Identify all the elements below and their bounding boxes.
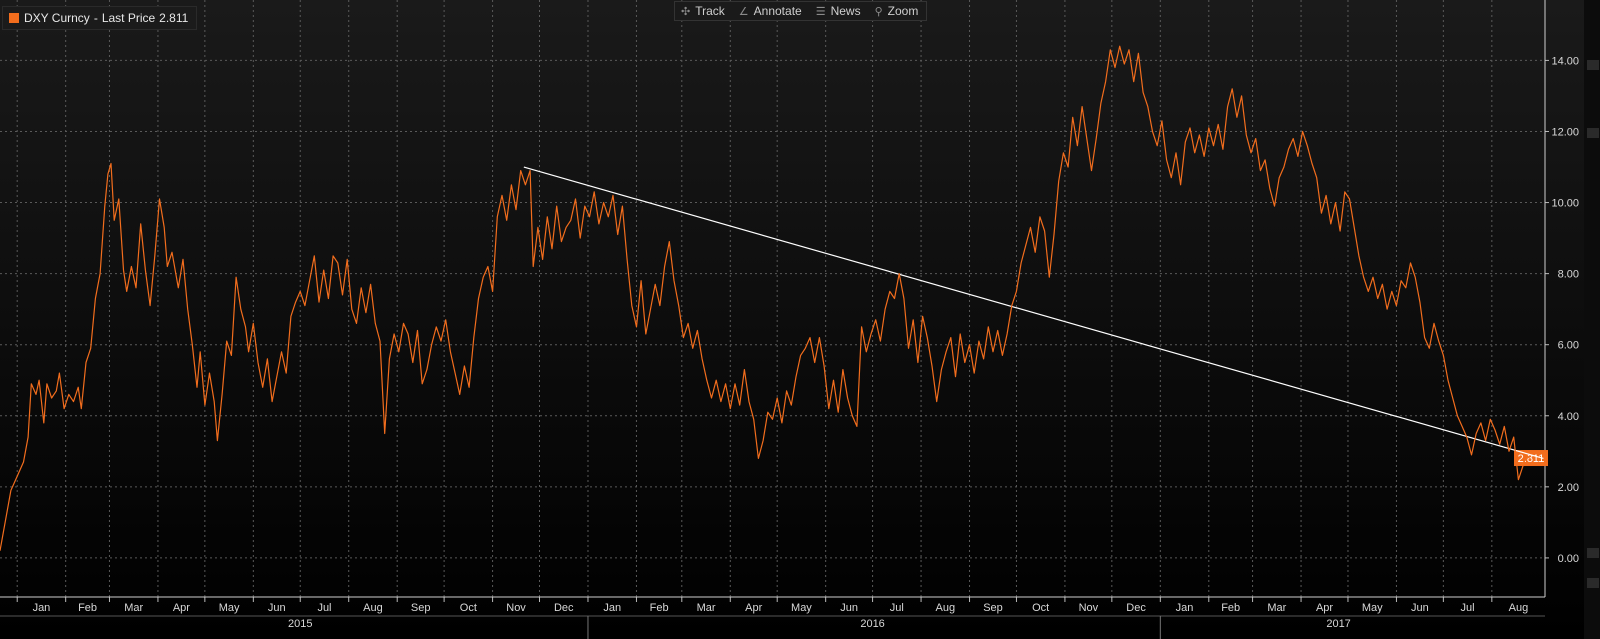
x-tick-label: Jun <box>840 602 858 614</box>
x-tick-label: Apr <box>173 602 190 614</box>
chart-toolbar: ✣ Track ∠ Annotate ☰ News ⚲ Zoom <box>674 1 928 21</box>
x-tick-label: Sep <box>411 602 431 614</box>
trendline <box>523 166 1544 459</box>
year-label: 2016 <box>860 618 884 630</box>
year-label: 2017 <box>1326 618 1350 630</box>
x-tick-label: Jan <box>603 602 621 614</box>
y-tick-label: 6.00 <box>1558 340 1579 352</box>
legend-swatch <box>9 13 19 23</box>
x-tick-label: Nov <box>1079 602 1099 614</box>
track-button[interactable]: ✣ Track <box>675 2 733 20</box>
news-label: News <box>830 4 861 18</box>
annotate-button[interactable]: ∠ Annotate <box>733 2 810 20</box>
x-tick-label: Jun <box>268 602 286 614</box>
scroll-marker <box>1587 128 1599 138</box>
x-tick-label: Mar <box>1267 602 1286 614</box>
x-tick-label: May <box>1362 602 1383 614</box>
x-tick-label: Feb <box>650 602 669 614</box>
series-layer <box>0 45 1544 551</box>
legend-ticker: DXY Curncy <box>24 11 90 25</box>
series-legend[interactable]: DXY Curncy - Last Price 2.811 <box>2 6 198 30</box>
track-label: Track <box>695 4 725 18</box>
x-tick-label: Aug <box>363 602 383 614</box>
x-tick-label: Dec <box>554 602 574 614</box>
x-tick-label: Apr <box>745 602 762 614</box>
side-scrollbar[interactable] <box>1584 0 1600 639</box>
zoom-button[interactable]: ⚲ Zoom <box>869 2 927 20</box>
x-tick-label: Mar <box>697 602 716 614</box>
y-tick-label: 4.00 <box>1558 411 1579 423</box>
x-tick-label: Jun <box>1411 602 1429 614</box>
x-tick-label: May <box>791 602 812 614</box>
x-tick-label: May <box>219 602 240 614</box>
x-tick-label: Aug <box>936 602 956 614</box>
x-tick-label: Jul <box>890 602 904 614</box>
news-icon: ☰ <box>815 5 826 18</box>
scroll-marker <box>1587 60 1599 70</box>
x-tick-label: Jul <box>1461 602 1475 614</box>
x-tick-label: Feb <box>78 602 97 614</box>
zoom-icon: ⚲ <box>874 5 883 18</box>
y-tick-label: 14.00 <box>1551 55 1579 67</box>
scroll-marker <box>1587 578 1599 588</box>
y-tick-label: 0.00 <box>1558 553 1579 565</box>
news-button[interactable]: ☰ News <box>810 2 869 20</box>
x-tick-label: Oct <box>460 602 477 614</box>
annotate-label: Annotate <box>753 4 802 18</box>
x-tick-label: Aug <box>1509 602 1529 614</box>
y-tick-label: 12.00 <box>1551 126 1579 138</box>
x-tick-label: Jan <box>1176 602 1194 614</box>
y-tick-label: 2.00 <box>1558 482 1579 494</box>
x-tick-label: Apr <box>1316 602 1333 614</box>
legend-field: Last Price <box>101 11 156 25</box>
x-tick-label: Nov <box>506 602 526 614</box>
annotate-icon: ∠ <box>738 5 749 18</box>
year-label: 2015 <box>288 618 312 630</box>
x-tick-label: Oct <box>1032 602 1049 614</box>
x-tick-label: Feb <box>1221 602 1240 614</box>
zoom-label: Zoom <box>887 4 919 18</box>
x-tick-label: Sep <box>983 602 1003 614</box>
last-price-box <box>1514 450 1548 467</box>
legend-value: 2.811 <box>159 11 189 25</box>
y-tick-label: 8.00 <box>1558 269 1579 281</box>
x-tick-label: Mar <box>124 602 143 614</box>
y-tick-label: 10.00 <box>1551 198 1579 210</box>
x-tick-label: Dec <box>1126 602 1146 614</box>
track-icon: ✣ <box>681 5 691 18</box>
series-line <box>0 45 1530 551</box>
x-tick-label: Jul <box>317 602 331 614</box>
x-tick-label: Jan <box>33 602 51 614</box>
scroll-marker <box>1587 548 1599 558</box>
legend-separator: - <box>93 11 98 25</box>
